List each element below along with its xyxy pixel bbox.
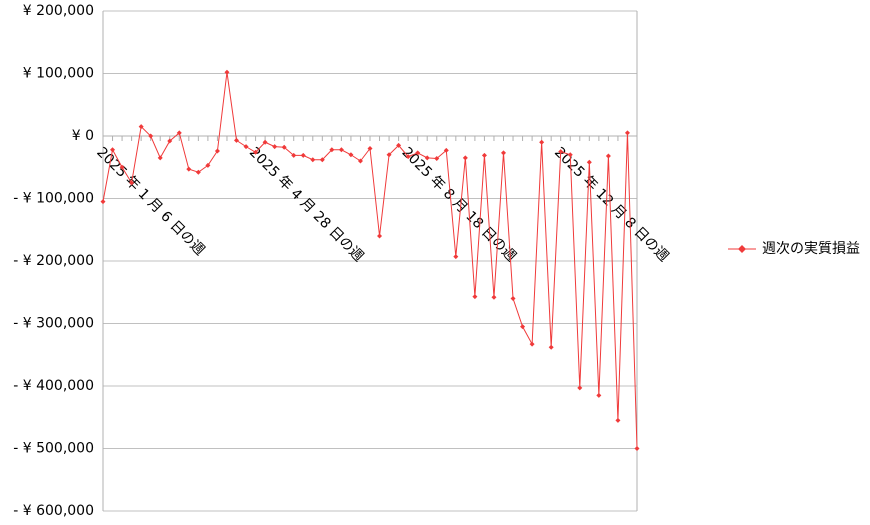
data-point	[291, 152, 297, 158]
data-point	[386, 152, 392, 158]
data-point	[472, 294, 478, 300]
data-point	[577, 385, 583, 391]
data-point	[224, 69, 230, 75]
data-point	[243, 144, 249, 150]
y-tick-label: ¥ 0	[72, 128, 94, 144]
data-point	[329, 147, 335, 153]
data-point	[443, 147, 449, 153]
data-point	[167, 138, 173, 144]
data-point	[214, 148, 220, 154]
data-point	[548, 344, 554, 350]
data-point	[110, 147, 116, 153]
data-point	[148, 133, 154, 139]
data-point	[281, 144, 287, 150]
data-point	[434, 156, 440, 161]
data-point	[357, 158, 363, 164]
data-point	[253, 149, 259, 155]
data-point	[567, 152, 573, 158]
data-point	[615, 417, 621, 423]
data-point	[481, 152, 487, 158]
y-tick-label: - ¥ 500,000	[13, 441, 94, 457]
y-tick-label: - ¥ 600,000	[13, 503, 94, 519]
data-point	[377, 233, 383, 239]
y-tick-label: - ¥ 300,000	[13, 316, 94, 332]
data-point	[529, 341, 535, 347]
data-point	[520, 324, 526, 330]
legend-marker	[738, 245, 746, 253]
data-point	[405, 154, 411, 160]
y-tick-label: - ¥ 200,000	[13, 253, 94, 269]
data-point	[138, 124, 144, 130]
data-point	[205, 162, 211, 168]
data-point	[558, 149, 564, 155]
data-point	[596, 392, 602, 398]
data-point	[272, 144, 278, 150]
data-point	[338, 147, 344, 153]
data-point	[195, 169, 201, 175]
data-point	[462, 155, 468, 161]
data-point	[129, 180, 135, 186]
data-point	[586, 159, 592, 165]
data-point	[539, 139, 545, 145]
data-point	[510, 296, 516, 301]
data-point	[319, 157, 325, 163]
data-point	[119, 164, 125, 170]
y-tick-label: - ¥ 400,000	[13, 378, 94, 394]
y-tick-label: ¥ 200,000	[23, 3, 94, 19]
data-point	[310, 157, 316, 163]
y-tick-label: - ¥ 100,000	[13, 191, 94, 207]
data-point	[300, 152, 306, 158]
data-point	[100, 199, 106, 205]
series-line	[102, 72, 638, 449]
data-point	[176, 130, 182, 136]
data-point	[348, 152, 354, 158]
data-point	[157, 155, 163, 161]
data-point	[634, 446, 640, 451]
y-tick-label: ¥ 100,000	[23, 66, 94, 82]
data-point	[501, 150, 506, 156]
data-point	[415, 150, 421, 156]
legend-label: 週次の実質損益	[762, 241, 860, 257]
data-point	[262, 139, 268, 145]
data-point	[424, 155, 430, 161]
data-point	[453, 254, 459, 260]
data-point	[186, 166, 192, 172]
data-point	[367, 146, 373, 151]
data-point	[234, 137, 239, 143]
data-point	[605, 153, 611, 159]
data-point	[396, 142, 402, 148]
x-tick-label: 2025 年 4 月 28 日の週	[246, 144, 367, 265]
x-tick-label: 2025 年 8 月 18 日の週	[398, 144, 519, 265]
data-point	[491, 294, 497, 300]
data-point	[624, 130, 630, 136]
